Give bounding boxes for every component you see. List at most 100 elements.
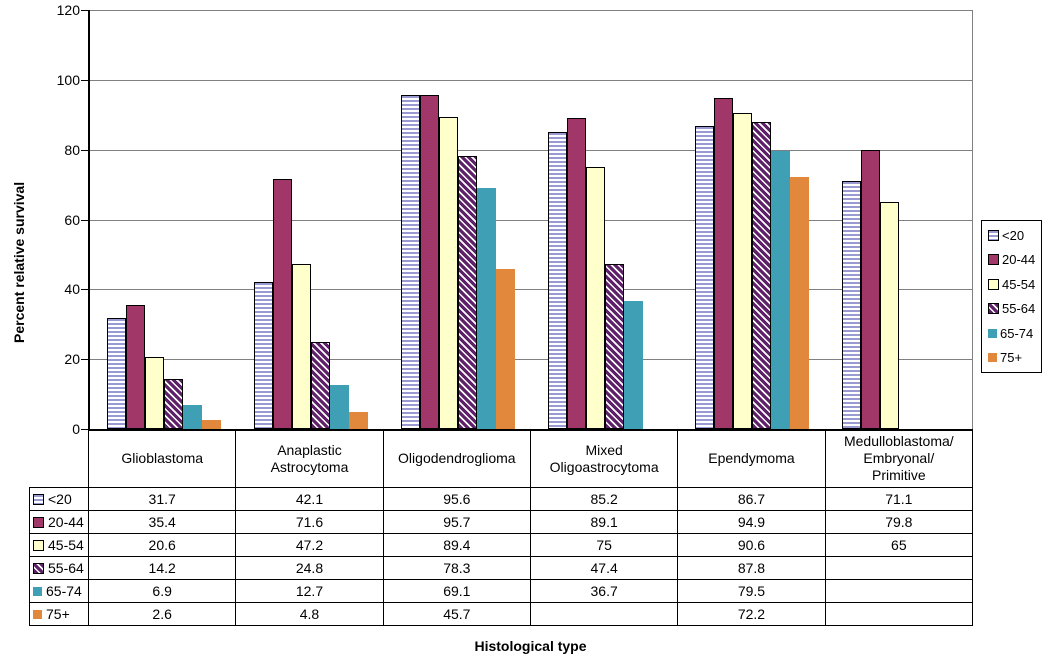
table-row-header-cell: 20-44 — [29, 510, 89, 534]
table-row: 65-74 6.9 12.7 69.1 36.7 79.5 — [29, 579, 974, 603]
bar — [438, 116, 458, 429]
table-value-cell: 78.3 — [382, 556, 531, 580]
table-value-cell: 12.7 — [235, 579, 384, 603]
bar — [144, 357, 164, 429]
gridline — [90, 79, 972, 81]
table-category-header-cell: Anaplastic Astrocytoma — [235, 429, 384, 488]
gridline — [90, 219, 972, 221]
table-row-header-cell: 65-74 — [29, 579, 89, 603]
legend-label: <20 — [1002, 228, 1025, 243]
table-category-header-row: Glioblastoma Anaplastic Astrocytoma Oligod… — [30, 429, 974, 488]
bar-group — [825, 10, 972, 429]
table-row-header-cell: <20 — [29, 487, 89, 511]
table-value-cell: 89.4 — [382, 533, 531, 557]
table-row-header-cell: 55-64 — [29, 556, 89, 580]
table-value-cell: 45.7 — [382, 602, 531, 626]
table-value-cell: 42.1 — [235, 487, 384, 511]
bar — [547, 131, 567, 429]
gridline — [90, 289, 972, 291]
table-series-label: 55-64 — [48, 560, 84, 576]
legend-item: 20-44 — [988, 253, 1039, 266]
bar — [457, 155, 477, 429]
table-category-header-cell: Oligodendroglioma — [382, 429, 531, 488]
y-tick-label: 0 — [72, 421, 80, 437]
table-value-cell: 79.5 — [677, 579, 826, 603]
bar — [125, 305, 145, 429]
bar-group — [90, 10, 237, 429]
bar — [476, 187, 496, 429]
table-value-cell: 79.8 — [824, 510, 974, 534]
table-series-swatch — [33, 586, 42, 596]
bar — [732, 112, 752, 429]
table-value-cell: 95.6 — [382, 487, 531, 511]
table-row: 20-44 35.4 71.6 95.7 89.1 94.9 79.8 — [29, 510, 974, 534]
legend-label: 20-44 — [1002, 252, 1036, 268]
legend-swatch — [988, 230, 999, 241]
bar — [291, 264, 311, 429]
table-row-header: 45-54 — [31, 537, 88, 553]
legend-item: 45-54 — [988, 278, 1039, 291]
bar — [106, 318, 126, 429]
table-category-header-cell: Glioblastoma — [87, 429, 237, 488]
x-axis-title: Histological type — [474, 638, 587, 654]
table-row-header: 55-64 — [31, 560, 88, 576]
bar — [860, 150, 880, 429]
y-tick-mark — [81, 10, 88, 11]
table-value-cell: 47.4 — [529, 556, 679, 580]
table-value-cell: 2.6 — [87, 602, 237, 626]
table-value-cell — [824, 579, 974, 603]
table-row-header-cell: 45-54 — [29, 533, 89, 557]
bar — [253, 282, 273, 429]
table-value-cell: 36.7 — [529, 579, 679, 603]
table-series-label: 45-54 — [48, 537, 84, 553]
bar — [182, 404, 202, 429]
bar-group — [531, 10, 678, 429]
y-tick-mark — [81, 79, 88, 81]
table-value-cell: 4.8 — [235, 602, 384, 626]
y-tick-mark — [81, 429, 88, 430]
table-value-cell: 24.8 — [235, 556, 384, 580]
table-row-header-cell: 75+ — [29, 602, 89, 626]
table-row: 75+ 2.6 4.8 45.7 72.2 — [29, 602, 974, 626]
y-tick-label: 20 — [64, 351, 80, 368]
y-tick-label: 120 — [56, 2, 80, 18]
bar — [604, 263, 624, 429]
table-series-label: 20-44 — [48, 514, 84, 530]
table-row: <20 31.7 42.1 95.6 85.2 86.7 71.1 — [29, 487, 974, 511]
bar-group — [384, 10, 531, 429]
y-tick-mark — [81, 149, 88, 151]
data-table: Glioblastoma Anaplastic Astrocytoma Oligod… — [29, 429, 974, 626]
table-value-cell: 85.2 — [529, 487, 679, 511]
y-tick-label: 60 — [64, 211, 80, 228]
bar — [329, 384, 349, 429]
table-value-cell: 31.7 — [87, 487, 237, 511]
legend-swatch — [988, 352, 997, 362]
bar — [272, 179, 292, 429]
table-value-cell: 89.1 — [529, 510, 679, 534]
gridline — [90, 10, 972, 11]
bar-group — [678, 10, 825, 429]
table-value-cell: 71.1 — [824, 487, 974, 511]
legend-swatch — [988, 328, 997, 338]
bar — [310, 342, 330, 429]
table-value-cell: 69.1 — [382, 579, 531, 603]
bar — [770, 151, 790, 429]
table-series-swatch — [33, 609, 42, 619]
y-tick-label: 100 — [56, 71, 80, 88]
table-value-cell: 35.4 — [87, 510, 237, 534]
bar — [623, 300, 643, 429]
y-tick-label: 40 — [64, 281, 80, 298]
bar-group — [237, 10, 384, 429]
table-series-swatch — [33, 493, 44, 505]
bar-groups — [90, 10, 972, 429]
legend-swatch — [988, 278, 999, 290]
table-value-cell: 86.7 — [677, 487, 826, 511]
legend-label: 65-74 — [1000, 325, 1034, 341]
table-value-cell: 75 — [529, 533, 679, 557]
bar — [585, 167, 605, 429]
legend-swatch — [988, 254, 999, 266]
table-value-cell: 90.6 — [677, 533, 826, 557]
table-value-cell: 65 — [824, 533, 974, 557]
table-value-cell: 94.9 — [677, 510, 826, 534]
